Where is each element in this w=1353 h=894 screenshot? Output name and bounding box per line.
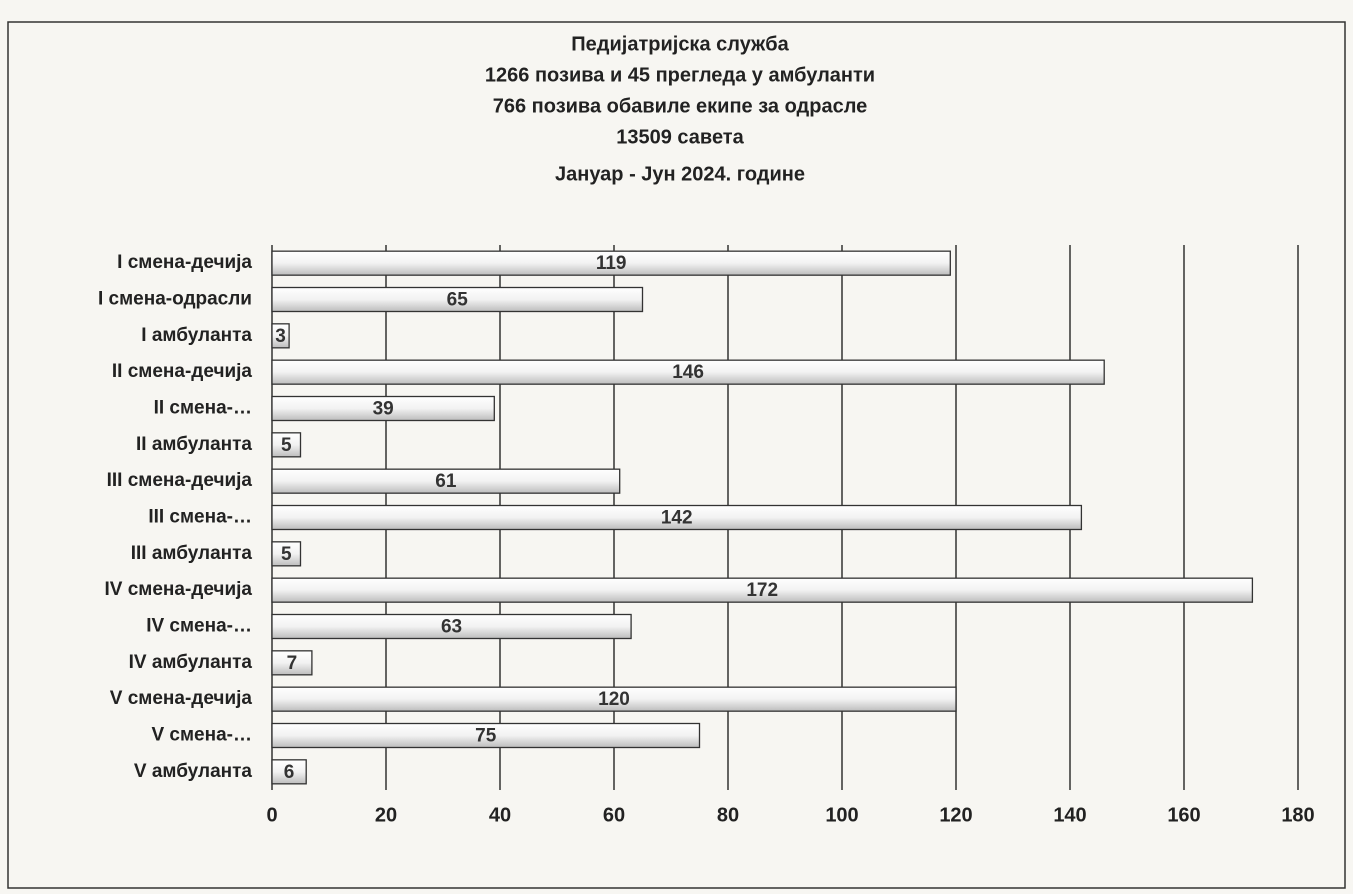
bar [271, 323, 290, 349]
chart-title: 13509 савета [616, 126, 744, 148]
value-label: 3 [275, 326, 286, 347]
y-tick-label: III смена-… [148, 507, 252, 528]
bar [271, 359, 1105, 385]
value-label: 172 [746, 580, 778, 601]
x-tick-label: 60 [603, 804, 625, 826]
y-tick-label: III смена-дечија [107, 470, 253, 491]
bar [271, 504, 1083, 531]
x-tick-label: 120 [939, 804, 972, 826]
bar [271, 613, 632, 640]
value-label: 119 [596, 253, 627, 274]
bar [271, 468, 621, 494]
y-tick-label: I амбуланта [141, 325, 252, 346]
value-label: 5 [281, 544, 292, 565]
bar [271, 432, 302, 458]
bar [271, 722, 701, 749]
y-tick-label: II смена-дечија [112, 361, 253, 382]
y-tick-label: V амбуланта [134, 761, 253, 782]
chart-title: 1266 позива и 45 прегледа у амбуланти [485, 64, 875, 86]
y-tick-label: IV смена-… [146, 616, 252, 637]
bar [271, 250, 951, 276]
value-label: 39 [373, 399, 394, 420]
y-tick-label: V смена-дечија [110, 688, 253, 709]
chart-title: 766 позива обавиле екипе за одрасле [493, 95, 868, 117]
x-tick-label: 80 [717, 804, 739, 826]
chart-frame [7, 21, 1346, 889]
x-tick-label: 100 [825, 804, 858, 826]
value-label: 142 [661, 508, 693, 529]
value-label: 63 [441, 617, 462, 638]
x-tick-label: 0 [266, 804, 277, 826]
x-tick-label: 180 [1281, 804, 1314, 826]
bar [271, 395, 495, 422]
y-tick-label: II смена-… [154, 398, 252, 419]
value-label: 120 [598, 689, 630, 710]
value-label: 5 [281, 435, 292, 456]
x-tick-label: 20 [375, 804, 397, 826]
y-tick-label: III амбуланта [131, 543, 253, 564]
chart-title: Јануар - Јун 2024. године [555, 163, 805, 185]
bar [271, 541, 302, 567]
value-label: 75 [475, 726, 497, 747]
x-tick-label: 160 [1167, 804, 1200, 826]
value-label: 65 [447, 290, 469, 311]
value-label: 146 [672, 362, 704, 383]
bar [271, 577, 1254, 603]
bar [271, 650, 313, 676]
y-tick-label: IV амбуланта [129, 652, 253, 673]
x-tick-label: 40 [489, 804, 511, 826]
x-tick-label: 140 [1053, 804, 1086, 826]
value-label: 6 [284, 762, 295, 783]
bar [271, 686, 957, 712]
bar [271, 759, 307, 785]
y-tick-label: V смена-… [151, 725, 252, 746]
chart-title: Педијатријска служба [571, 33, 789, 55]
y-tick-label: II амбуланта [136, 434, 252, 455]
bar [271, 286, 644, 313]
y-tick-label: I смена-одрасли [98, 289, 252, 310]
value-label: 61 [435, 471, 457, 492]
value-label: 7 [287, 653, 298, 674]
y-tick-label: IV смена-дечија [104, 579, 252, 600]
y-tick-label: I смена-дечија [117, 252, 252, 273]
